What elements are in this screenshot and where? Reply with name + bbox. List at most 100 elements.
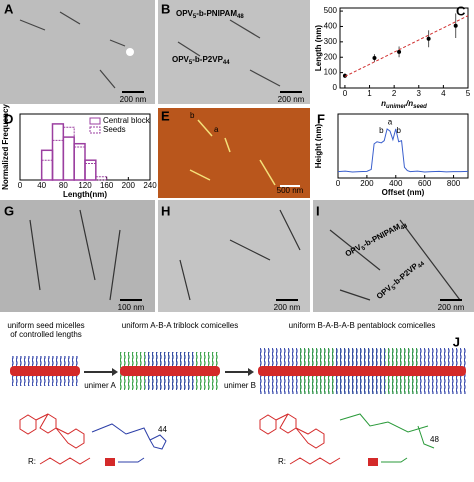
y-tick-label: 300 (324, 37, 338, 46)
polymer-label-part: 5 (189, 60, 193, 66)
y-tick-label: 400 (324, 22, 338, 31)
annotation: b (396, 126, 401, 135)
x-tick-label: 200 (122, 181, 136, 190)
icon (105, 458, 115, 466)
fibres (329, 219, 461, 301)
polymer-label-part: 48 (237, 14, 244, 20)
seed-core (10, 366, 80, 376)
scale-label: 100 nm (118, 303, 145, 312)
subscript: 44 (158, 425, 167, 434)
polymer-label-part: 5 (391, 284, 398, 291)
arrowhead (112, 368, 118, 376)
point (372, 56, 377, 60)
scale-label: 200 nm (278, 95, 305, 104)
spot (126, 48, 134, 56)
x-tick-label: 0 (336, 179, 341, 188)
r-label: R: (28, 457, 36, 466)
legend-label: Seeds (103, 125, 126, 134)
panel-label: H (161, 203, 170, 218)
y-axis-label: Normalized Frequency (1, 104, 10, 190)
point (397, 49, 402, 54)
x-axis-label: Offset (nm) (382, 188, 425, 197)
plot-frame (337, 113, 469, 179)
x-tick-label: 160 (100, 181, 114, 190)
polymer-label: OPV5-b-P2VP44 (172, 55, 230, 65)
y-tick-label: 0 (333, 83, 338, 92)
bar (52, 139, 64, 181)
panel-label: E (161, 108, 170, 123)
j-header: uniform A-B-A triblock comicelles (122, 321, 238, 330)
x-tick-label: 4 (441, 89, 446, 98)
y-axis-label: Length (nm) (314, 25, 323, 72)
j-header: uniform B-A-B-A-B pentablock comicelles (289, 321, 436, 330)
x-tick-label: 600 (418, 179, 432, 188)
j-header: uniform seed micelles (7, 321, 84, 330)
x-tick-label: 5 (466, 89, 471, 98)
plot-frame (339, 7, 469, 89)
polymer-label-part: 5 (361, 245, 367, 252)
profile-line (337, 128, 469, 173)
panel-label: F (317, 111, 325, 126)
mark-label: a (214, 125, 219, 134)
fibres (19, 11, 126, 89)
x-tick-label: 120 (78, 181, 92, 190)
image-i (313, 200, 474, 312)
x-tick-label: 1 (367, 89, 372, 98)
bar (84, 163, 97, 181)
panel-label: D (4, 111, 13, 126)
structure-blue (91, 423, 167, 450)
panel-label: G (4, 203, 14, 218)
bar (51, 123, 65, 181)
polymer-label-part: 44 (417, 260, 426, 269)
panel-label: I (316, 203, 320, 218)
panel-label: B (161, 1, 170, 16)
x-tick-label: 0 (18, 181, 23, 190)
scale-label: 500 nm (277, 186, 304, 195)
polymer-label-part: OPV (176, 9, 194, 18)
x-tick-label: 2 (392, 89, 397, 98)
x-tick-label: 240 (143, 181, 157, 190)
panel-label: C (456, 3, 466, 18)
bar (62, 126, 75, 181)
x-tick-label: 400 (389, 179, 403, 188)
legend-swatch (89, 117, 101, 125)
x-axis-label-part: n (381, 99, 386, 108)
polymer-label-part: 48 (400, 223, 409, 232)
fibres (177, 19, 281, 87)
x-tick-label: 80 (59, 181, 68, 190)
y-tick-label: 100 (324, 68, 338, 77)
x-axis-label: Length(nm) (63, 190, 107, 199)
legend-swatch (89, 126, 101, 134)
icon (118, 457, 145, 463)
point (426, 36, 431, 41)
bar (73, 146, 86, 181)
fibres (179, 209, 301, 301)
scale-label: 200 nm (120, 95, 147, 104)
x-axis-label-part: unimer (386, 104, 407, 110)
image-b (158, 0, 310, 104)
x-axis-label: nunimer/nseed (381, 99, 427, 109)
bar (62, 136, 75, 181)
x-tick-label: 200 (360, 179, 374, 188)
fibres (29, 209, 121, 301)
image-h (158, 200, 310, 312)
x-tick-label: 800 (447, 179, 461, 188)
image-g (0, 200, 155, 312)
bar (41, 159, 54, 181)
polymer-label-part: OPV (172, 55, 190, 64)
x-tick-label: 40 (37, 181, 46, 190)
icon (381, 457, 408, 463)
r-chain (39, 457, 341, 465)
annotation: b (379, 126, 384, 135)
r-label: R: (278, 457, 286, 466)
j-unimer: unimer A (84, 381, 116, 390)
y-tick-label: 500 (324, 6, 338, 15)
point (453, 23, 458, 28)
panel-label: J (453, 334, 460, 349)
y-tick-label: 200 (324, 52, 338, 61)
x-axis-label-part: /n (405, 99, 413, 108)
polymer-label-part: 5 (193, 14, 197, 20)
polymer-label-part: -b-PNIPAM (196, 9, 237, 18)
bar (40, 149, 54, 181)
